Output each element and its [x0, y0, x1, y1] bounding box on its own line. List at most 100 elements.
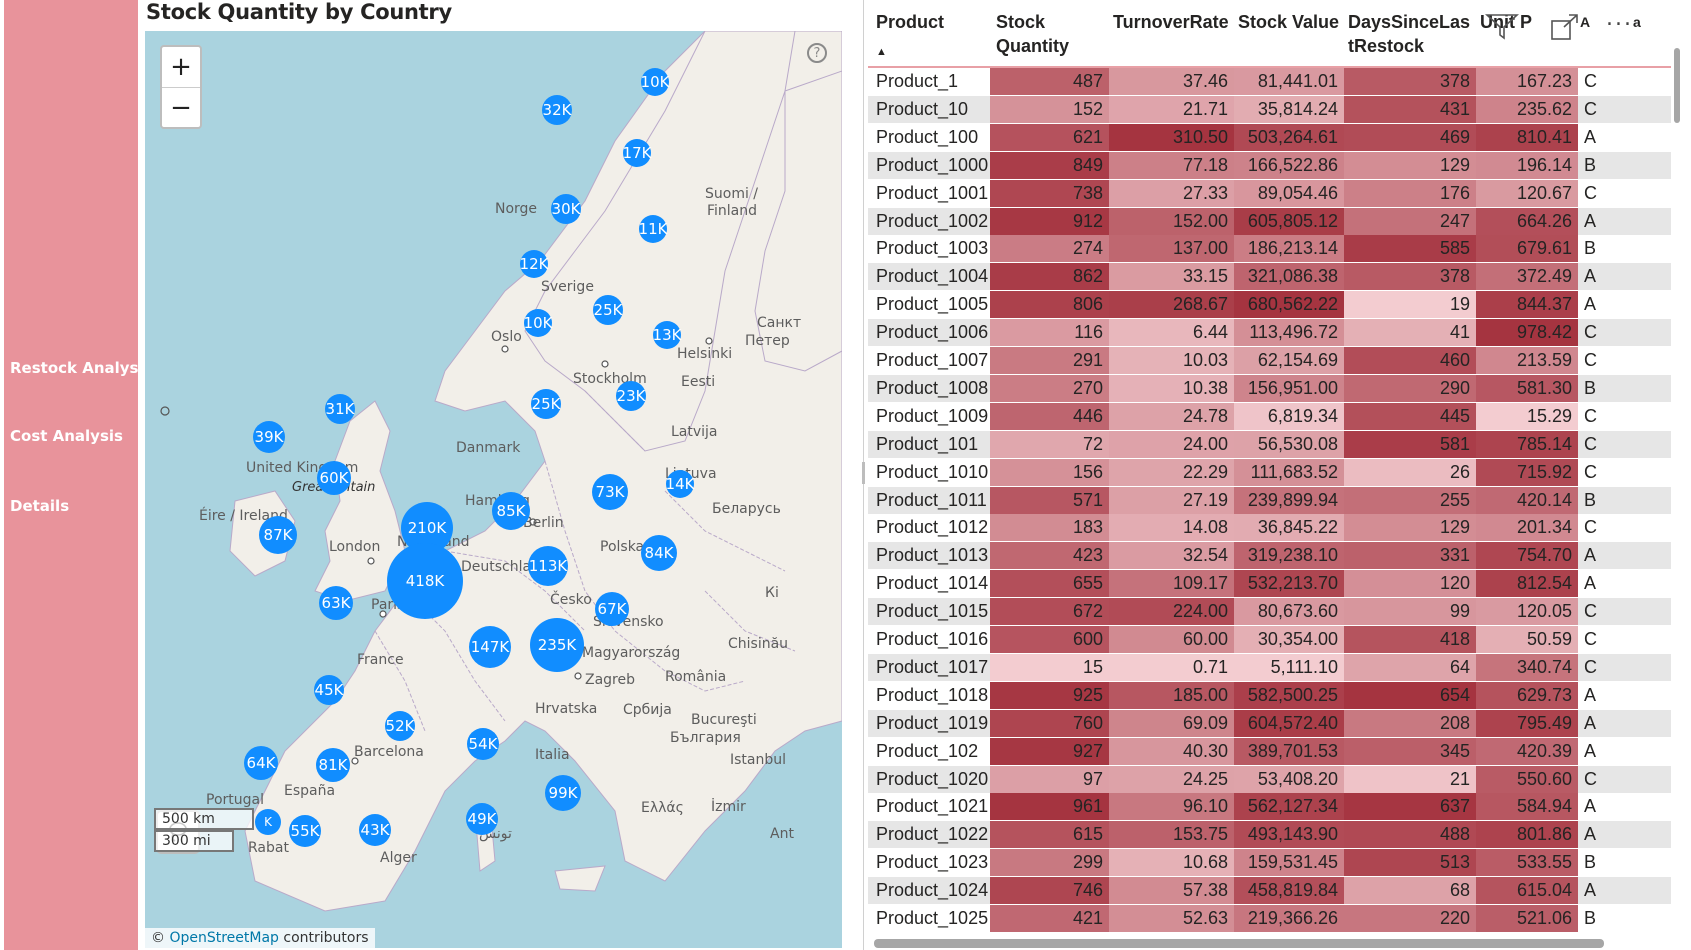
map-bubble[interactable]: 39K	[253, 421, 285, 453]
map-bubble[interactable]: 23K	[616, 381, 646, 411]
table-row[interactable]: Product_1005 806 268.67 680,562.22 19 844.37 A	[868, 291, 1671, 319]
table-row[interactable]: Product_1001 738 27.33 89,054.46 176 120.67 C	[868, 179, 1671, 208]
map-bubble[interactable]: 25K	[531, 389, 561, 419]
map-bubble[interactable]: 60K	[317, 461, 351, 495]
header-product[interactable]: Product	[876, 12, 945, 32]
table-row[interactable]: Product_1009 446 24.78 6,819.34 445 15.29 C	[868, 402, 1671, 431]
header-days-since-restock-line2[interactable]: tRestock	[1348, 36, 1425, 56]
table-row[interactable]: Product_100 621 310.50 503,264.61 469 810.41 A	[868, 123, 1671, 152]
nav-restock-analysis[interactable]: Restock Analysis	[10, 359, 153, 377]
map-bubble[interactable]: 85K	[492, 492, 530, 530]
map-bubble[interactable]: 84K	[641, 535, 677, 571]
table-row[interactable]: Product_10 152 21.71 35,814.24 431 235.62 C	[868, 95, 1671, 124]
zoom-in-button[interactable]: +	[170, 52, 192, 82]
zoom-out-button[interactable]: −	[162, 87, 200, 128]
table-row[interactable]: Product_1016 600 60.00 30,354.00 418 50.59 C	[868, 626, 1671, 654]
horizontal-scrollbar[interactable]	[874, 939, 1604, 948]
filter-icon[interactable]	[1485, 12, 1519, 40]
map-bubble[interactable]: 81K	[316, 748, 350, 782]
place-label: Санкт	[757, 315, 802, 331]
table-row[interactable]: Product_1003 274 137.00 186,213.14 585 679.61…	[868, 235, 1671, 263]
table-row[interactable]: Product_1006 116 6.44 113,496.72 41 978.42 C	[868, 319, 1671, 347]
vertical-scrollbar[interactable]	[1673, 48, 1681, 928]
table-row[interactable]: Product_1014 655 109.17 532,213.70 120 812.54…	[868, 570, 1671, 598]
table-row[interactable]: Product_1013 423 32.54 319,238.10 331 754.70 A	[868, 542, 1671, 570]
map-bubble[interactable]: 73K	[592, 474, 628, 510]
map-bubble[interactable]: 10K	[524, 309, 552, 337]
table-row[interactable]: Product_102 927 40.30 389,701.53 345 420.39 A	[868, 737, 1671, 766]
map-bubble[interactable]: 13K	[653, 321, 681, 349]
table-row[interactable]: Product_1008 270 10.38 156,951.00 290 581.30 B	[868, 374, 1671, 403]
map-bubble[interactable]: 54K	[467, 728, 499, 760]
cell-class: B	[1578, 235, 1671, 263]
table-row[interactable]: Product_1023 299 10.68 159,531.45 513 533.55 B	[868, 849, 1671, 877]
map-bubble[interactable]: 43K	[359, 814, 391, 846]
table-row[interactable]: Product_1024 746 57.38 458,819.84 68 615.04 A	[868, 877, 1671, 905]
map-bubble[interactable]: 10K	[641, 68, 669, 96]
header-stock-quantity-line1[interactable]: Stock	[996, 12, 1046, 32]
table-row[interactable]: Product_1007 291 10.03 62,154.69 460 213.59 C	[868, 347, 1671, 375]
map-bubble[interactable]: 235K	[530, 618, 584, 672]
table-row[interactable]: Product_1021 961 96.10 562,127.34 637 584.94 A	[868, 793, 1671, 821]
cell-stock-value: 186,213.14	[1234, 235, 1344, 263]
map-bubble[interactable]: 147K	[469, 626, 511, 668]
table-row[interactable]: Product_1017 15 0.71 5,111.10 64 340.74 C	[868, 653, 1671, 682]
table-row[interactable]: Product_1025 421 52.63 219,366.26 220 521.06 B	[868, 905, 1671, 933]
table-row[interactable]: Product_1004 862 33.15 321,086.38 378 372.49 A	[868, 263, 1671, 291]
place-label: Barcelona	[354, 744, 424, 760]
table-row[interactable]: Product_1020 97 24.25 53,408.20 21 550.60 C	[868, 765, 1671, 794]
vertical-scrollbar-thumb[interactable]	[1674, 48, 1680, 123]
table-row[interactable]: Product_1022 615 153.75 493,143.90 488 801.86…	[868, 821, 1671, 849]
map-bubble[interactable]: 14K	[666, 470, 694, 498]
table-row[interactable]: Product_1010 156 22.29 111,683.52 26 715.92 C	[868, 458, 1671, 487]
map-bubble[interactable]: 49K	[466, 803, 498, 835]
table-row[interactable]: Product_101 72 24.00 56,530.08 581 785.14 C	[868, 430, 1671, 459]
map-bubble[interactable]: 12K	[520, 250, 548, 278]
map-bubble[interactable]: 418K	[387, 543, 463, 619]
header-extra[interactable]: a	[1633, 14, 1641, 30]
header-stock-quantity-line2[interactable]: Quantity	[996, 36, 1070, 56]
map-bubble[interactable]: 87K	[259, 516, 297, 554]
map-bubble[interactable]: 30K	[551, 194, 581, 224]
map-bubble[interactable]: 17K	[623, 139, 651, 167]
header-unit-price[interactable]: Unit P	[1480, 12, 1532, 32]
focus-mode-icon[interactable]	[1550, 13, 1580, 41]
openstreetmap-link[interactable]: OpenStreetMap	[169, 930, 279, 946]
cell-turnover-rate: 6.44	[1109, 319, 1234, 347]
nav-cost-analysis[interactable]: Cost Analysis	[10, 427, 123, 445]
map-bubble[interactable]: 31K	[325, 394, 355, 424]
map-bubble[interactable]: 11K	[639, 215, 667, 243]
table-row[interactable]: Product_1011 571 27.19 239,899.94 255 420.14 B	[868, 486, 1671, 515]
map-bubble[interactable]: 64K	[244, 746, 278, 780]
stock-map[interactable]: Norge Suomi / Finland Sverige Oslo Helsi…	[145, 31, 842, 948]
map-bubble[interactable]: 113K	[528, 546, 568, 586]
table-row[interactable]: Product_1015 672 224.00 80,673.60 99 120.05 C	[868, 598, 1671, 626]
header-turnover-rate[interactable]: TurnoverRate	[1113, 12, 1229, 32]
map-bubble[interactable]: 63K	[319, 586, 353, 620]
map-bubble[interactable]: 52K	[385, 711, 415, 741]
map-bubble[interactable]: 45K	[314, 675, 344, 705]
nav-details[interactable]: Details	[10, 497, 70, 515]
help-icon[interactable]: ?	[807, 43, 827, 63]
table-row[interactable]: Product_1002 912 152.00 605,805.12 247 664.26…	[868, 207, 1671, 236]
map-bubble[interactable]: 99K	[545, 775, 581, 811]
map-bubble[interactable]: 67K	[595, 592, 629, 626]
resize-handle[interactable]	[862, 462, 865, 484]
map-bubble[interactable]: K	[255, 809, 281, 835]
header-stock-value[interactable]: Stock Value	[1238, 12, 1340, 32]
cell-stock-value: 36,845.22	[1234, 514, 1344, 542]
map-bubble[interactable]: 55K	[289, 815, 321, 847]
table-row[interactable]: Product_1019 760 69.09 604,572.40 208 795.49 A	[868, 709, 1671, 738]
more-options-icon[interactable]: ...	[1606, 6, 1633, 31]
cell-class: A	[1578, 263, 1671, 291]
map-bubble[interactable]: 25K	[593, 295, 623, 325]
sort-ascending-icon[interactable]: ▲	[876, 46, 887, 58]
header-days-since-restock-line1[interactable]: DaysSinceLas	[1348, 12, 1471, 32]
table-row[interactable]: Product_1012 183 14.08 36,845.22 129 201.34 C	[868, 514, 1671, 542]
map-bubble[interactable]: 32K	[542, 95, 572, 125]
header-class[interactable]: A	[1580, 14, 1591, 30]
cell-product: Product_1016	[868, 626, 990, 653]
table-row[interactable]: Product_1000 849 77.18 166,522.86 129 196.14 B	[868, 151, 1671, 180]
table-row[interactable]: Product_1018 925 185.00 582,500.25 654 629.73…	[868, 681, 1671, 710]
table-row[interactable]: Product_1 487 37.46 81,441.01 378 167.23 C	[868, 68, 1671, 96]
